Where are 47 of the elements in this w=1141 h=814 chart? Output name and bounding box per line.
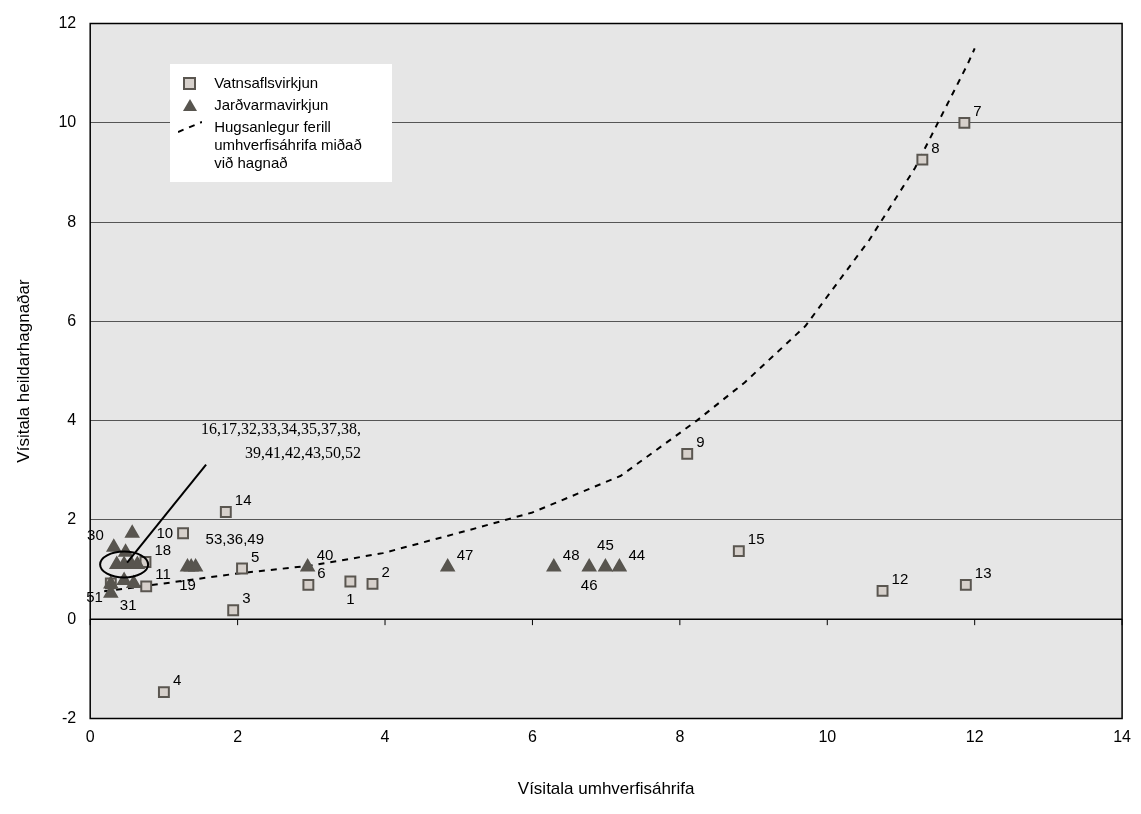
x-tick-label: 0 (85, 728, 95, 746)
annotation: 13 (974, 563, 992, 581)
x-tick-label: 8 (675, 728, 685, 746)
annotation: 16,17,32,33,34,35,37,38, 39,41,42,43,50,52 (200, 418, 362, 463)
annotation: 14 (234, 490, 252, 508)
annotation: 18 (154, 541, 172, 559)
annotation: 10 (156, 524, 174, 542)
x-tick-label: 12 (965, 728, 984, 746)
y-tick-label: 4 (67, 411, 77, 429)
y-tick-label: -2 (61, 708, 77, 726)
y-tick-label: 2 (67, 510, 77, 528)
annotation: 44 (628, 546, 646, 564)
annotation: 3 (242, 589, 251, 607)
annotation: 12 (891, 569, 909, 587)
x-tick-label: 10 (818, 728, 837, 746)
annotation: 6 (317, 563, 326, 581)
x-tick-label: 6 (527, 728, 537, 746)
x-tick-label: 14 (1113, 728, 1132, 746)
annotation: 4 (172, 671, 182, 689)
y-axis-title: Vísitala heildarhagnaðar (13, 278, 33, 463)
annotation: 8 (931, 138, 940, 156)
x-tick-label: 2 (233, 728, 243, 746)
y-tick-label: 12 (58, 14, 77, 32)
annotation: 7 (973, 101, 982, 119)
annotation: 48 (562, 546, 580, 564)
y-tick-label: 10 (58, 113, 77, 131)
x-tick-label: 4 (380, 728, 390, 746)
annotation: 5 (251, 547, 260, 565)
annotation: 1 (346, 590, 355, 608)
annotation: 46 (580, 576, 598, 594)
annotation: 45 (597, 536, 614, 554)
legend-label: Vatnsaflsvirkjun (214, 73, 319, 92)
annotation: 15 (747, 530, 765, 548)
annotation: 53,36,49 (205, 530, 264, 548)
annotation: 2 (381, 562, 390, 580)
y-tick-label: 6 (67, 311, 77, 329)
annotation: 31 (119, 596, 137, 614)
legend-label: Jarðvarmavirkjun (214, 95, 329, 114)
annotation: 19 (179, 576, 196, 594)
x-axis-title: Vísitala umhverfisáhrifa (517, 779, 696, 799)
annotation: 11 (155, 565, 171, 583)
annotation: 9 (696, 432, 705, 450)
y-tick-label: 0 (67, 609, 77, 627)
y-tick-label: 8 (67, 212, 77, 230)
annotation: 40 (316, 546, 334, 564)
legend-label: Hugsanlegur ferill umhverfisáhrifa miðað við hagnað (214, 117, 363, 172)
annotation: 47 (456, 546, 474, 564)
